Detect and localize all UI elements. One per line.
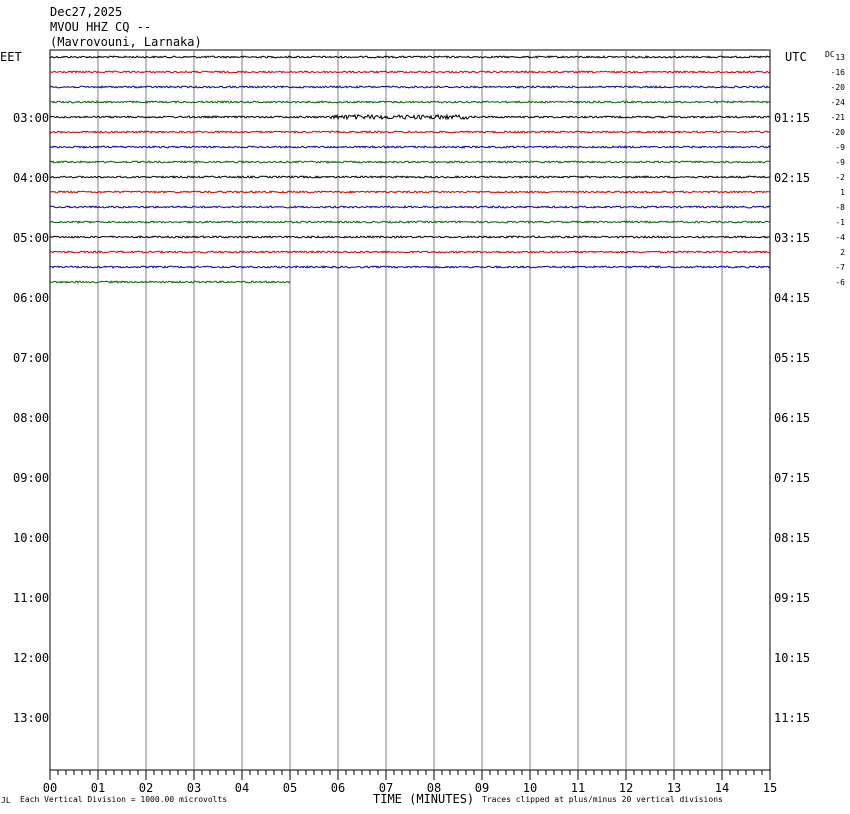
dc-offset-label: -7 bbox=[835, 263, 845, 272]
dc-offset-labels: 13-16-20-24-21-20-9-9-21-8-1-42-7-6 bbox=[831, 53, 846, 287]
x-tick-label: 02 bbox=[139, 781, 153, 795]
hour-label-left: 06:00 bbox=[13, 291, 49, 305]
x-tick-label: 00 bbox=[43, 781, 57, 795]
hour-label-right: 07:15 bbox=[774, 471, 810, 485]
right-hour-labels: 01:15 02:15 03:15 04:15 05:15 06:15 07:15 08:15… bbox=[774, 111, 810, 725]
trace-row-16 bbox=[50, 280, 291, 284]
station-location: (Mavrovouni, Larnaka) bbox=[50, 35, 202, 49]
hour-label-right: 09:15 bbox=[774, 591, 810, 605]
trace-row-7 bbox=[49, 145, 771, 149]
dc-offset-label: 2 bbox=[840, 248, 845, 257]
station-code: MVOU HHZ CQ -- bbox=[50, 20, 151, 34]
hour-label-left: 03:00 bbox=[13, 111, 49, 125]
trace-row-9 bbox=[49, 175, 771, 179]
footer-mark: JL bbox=[1, 796, 11, 805]
x-tick-label: 03 bbox=[187, 781, 201, 795]
hour-label-right: 08:15 bbox=[774, 531, 810, 545]
seismic-traces bbox=[49, 55, 771, 284]
dc-offset-label: -20 bbox=[831, 128, 846, 137]
hour-label-left: 10:00 bbox=[13, 531, 49, 545]
x-tick-label: 13 bbox=[667, 781, 681, 795]
trace-row-13 bbox=[49, 235, 771, 239]
dc-offset-label: -1 bbox=[835, 218, 845, 227]
trace-row-15 bbox=[49, 265, 771, 269]
dc-header-label: DC bbox=[825, 50, 835, 59]
dc-offset-label: -2 bbox=[835, 173, 845, 182]
hour-label-right: 03:15 bbox=[774, 231, 810, 245]
clip-note: Traces clipped at plus/minus 20 vertical… bbox=[482, 795, 723, 804]
dc-offset-label: -24 bbox=[831, 98, 846, 107]
x-tick-label: 04 bbox=[235, 781, 249, 795]
trace-row-6 bbox=[49, 130, 771, 134]
trace-row-10 bbox=[49, 190, 771, 194]
x-tick-label: 11 bbox=[571, 781, 585, 795]
hour-label-left: 04:00 bbox=[13, 171, 49, 185]
plot-date: Dec27,2025 bbox=[50, 5, 122, 19]
dc-offset-label: -9 bbox=[835, 143, 845, 152]
x-axis-ticks: 00 01 02 03 04 05 06 07 08 09 10 11 12 13 14 15 bbox=[43, 770, 777, 795]
hour-label-right: 10:15 bbox=[774, 651, 810, 665]
left-timezone-label: EET bbox=[0, 50, 22, 64]
hour-label-right: 04:15 bbox=[774, 291, 810, 305]
hour-label-right: 01:15 bbox=[774, 111, 810, 125]
hour-label-right: 11:15 bbox=[774, 711, 810, 725]
scale-note: Each Vertical Division = 1000.00 microvo… bbox=[20, 795, 227, 804]
dc-offset-label: 13 bbox=[835, 53, 845, 62]
trace-row-14 bbox=[49, 250, 771, 254]
trace-row-11 bbox=[49, 205, 771, 209]
x-tick-label: 14 bbox=[715, 781, 729, 795]
dc-offset-label: -20 bbox=[831, 83, 846, 92]
dc-offset-label: -6 bbox=[835, 278, 845, 287]
trace-row-3 bbox=[49, 85, 771, 89]
x-tick-label: 01 bbox=[91, 781, 105, 795]
trace-row-2 bbox=[50, 70, 771, 74]
dc-offset-label: -16 bbox=[831, 68, 846, 77]
left-hour-labels: 03:00 04:00 05:00 06:00 07:00 08:00 09:00 10:00… bbox=[13, 111, 49, 725]
x-tick-label: 15 bbox=[763, 781, 777, 795]
hour-label-left: 13:00 bbox=[13, 711, 49, 725]
minute-gridlines bbox=[97, 50, 723, 770]
trace-row-4 bbox=[49, 100, 771, 104]
x-tick-label: 06 bbox=[331, 781, 345, 795]
x-axis-title: TIME (MINUTES) bbox=[373, 792, 474, 806]
hour-label-left: 09:00 bbox=[13, 471, 49, 485]
hour-label-left: 07:00 bbox=[13, 351, 49, 365]
trace-row-12 bbox=[49, 220, 771, 224]
trace-row-1 bbox=[49, 55, 771, 59]
hour-label-left: 11:00 bbox=[13, 591, 49, 605]
x-tick-label: 08 bbox=[427, 781, 441, 795]
hour-label-left: 05:00 bbox=[13, 231, 49, 245]
dc-offset-label: -4 bbox=[835, 233, 845, 242]
dc-offset-label: -21 bbox=[831, 113, 846, 122]
x-tick-label: 07 bbox=[379, 781, 393, 795]
hour-label-right: 02:15 bbox=[774, 171, 810, 185]
hour-label-right: 05:15 bbox=[774, 351, 810, 365]
x-tick-label: 05 bbox=[283, 781, 297, 795]
dc-offset-label: -8 bbox=[835, 203, 845, 212]
right-timezone-label: UTC bbox=[785, 50, 807, 64]
plot-frame bbox=[49, 49, 771, 771]
x-tick-label: 09 bbox=[475, 781, 489, 795]
hour-label-left: 08:00 bbox=[13, 411, 49, 425]
x-tick-label: 12 bbox=[619, 781, 633, 795]
x-tick-label: 10 bbox=[523, 781, 537, 795]
hour-label-left: 12:00 bbox=[13, 651, 49, 665]
dc-offset-label: -9 bbox=[835, 158, 845, 167]
trace-row-8 bbox=[49, 160, 771, 164]
hour-label-right: 06:15 bbox=[774, 411, 810, 425]
trace-row-5 bbox=[49, 113, 770, 121]
dc-offset-label: 1 bbox=[840, 188, 845, 197]
